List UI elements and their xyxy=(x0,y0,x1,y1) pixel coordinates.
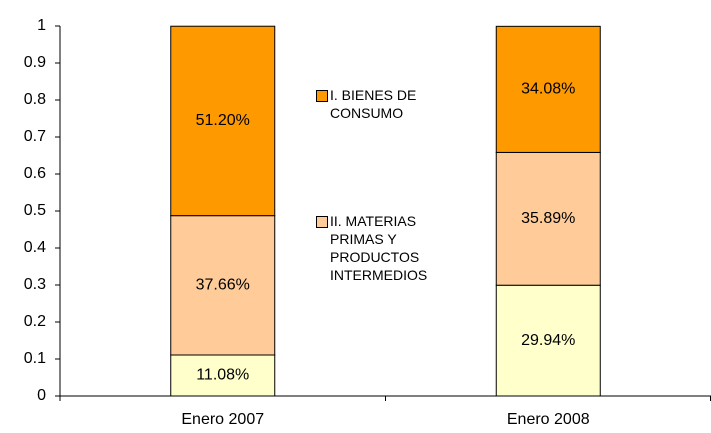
data-label: 29.94% xyxy=(521,332,575,349)
legend-entry: I. BIENES DE CONSUMO xyxy=(316,86,448,122)
y-tick-label: 0.3 xyxy=(24,276,46,293)
y-tick-label: 0.2 xyxy=(24,313,46,330)
y-tick-label: 0 xyxy=(37,387,46,404)
y-tick-label: 0.4 xyxy=(24,239,46,256)
y-tick-label: 0.7 xyxy=(24,128,46,145)
data-label: 11.08% xyxy=(196,367,249,384)
legend-label: I. BIENES DE CONSUMO xyxy=(330,87,417,121)
bar-segment xyxy=(170,25,276,217)
data-label: 34.08% xyxy=(521,81,575,98)
legend-swatch xyxy=(316,216,328,228)
y-tick-label: 0.8 xyxy=(24,91,46,108)
legend-swatch xyxy=(316,90,328,102)
bar-segment xyxy=(170,215,276,356)
x-tick-label: Enero 2007 xyxy=(181,411,264,428)
x-tick-label: Enero 2008 xyxy=(507,411,590,428)
y-tick-label: 0.9 xyxy=(24,54,46,71)
y-tick-label: 0.1 xyxy=(24,350,46,367)
legend-entry: II. MATERIAS PRIMAS Y PRODUCTOS INTERMED… xyxy=(316,212,448,284)
y-tick-label: 1 xyxy=(37,17,46,34)
legend-label: II. MATERIAS PRIMAS Y PRODUCTOS INTERMED… xyxy=(330,213,428,283)
data-label: 35.89% xyxy=(521,210,575,227)
y-tick-label: 0.6 xyxy=(24,165,46,182)
data-label: 51.20% xyxy=(196,112,250,129)
bar-segment xyxy=(495,25,601,153)
data-label: 37.66% xyxy=(196,277,250,294)
y-tick-label: 0.5 xyxy=(24,202,46,219)
